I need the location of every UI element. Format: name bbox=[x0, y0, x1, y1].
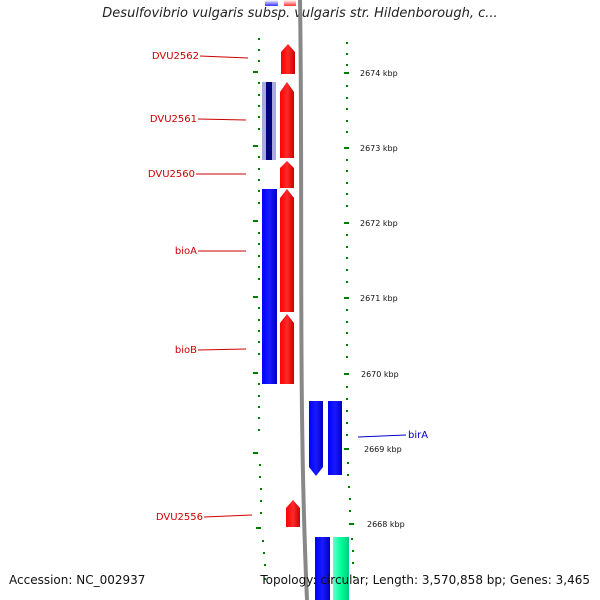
scale-label: 2672 kbp bbox=[360, 219, 398, 228]
genome-backbone bbox=[298, 0, 309, 600]
cds-feature[interactable] bbox=[262, 189, 277, 313]
gene-label-dvu2560[interactable]: DVU2560 bbox=[148, 169, 195, 180]
scale-label: 2668 kbp bbox=[367, 520, 405, 529]
cds-feature[interactable] bbox=[284, 0, 296, 6]
right-ruler-ticks bbox=[344, 42, 355, 578]
gene-bioB[interactable] bbox=[280, 314, 294, 384]
gene-dvu2560[interactable] bbox=[280, 161, 294, 188]
gene-dvu2562[interactable] bbox=[281, 44, 295, 74]
topology-summary: Topology: circular; Length: 3,570,858 bp… bbox=[260, 573, 590, 587]
cds-feature[interactable] bbox=[333, 537, 349, 600]
cds-feature[interactable] bbox=[266, 82, 272, 160]
gene-bioA[interactable] bbox=[280, 189, 294, 312]
gene-label-birA[interactable]: birA bbox=[408, 430, 428, 441]
scale-label: 2670 kbp bbox=[361, 370, 399, 379]
gene-dvu2556[interactable] bbox=[286, 500, 300, 527]
cds-feature[interactable] bbox=[262, 313, 277, 384]
gene-dvu2561[interactable] bbox=[280, 82, 294, 158]
accession-text: Accession: NC_002937 bbox=[9, 573, 146, 587]
gene-label-dvu2556[interactable]: DVU2556 bbox=[156, 512, 203, 523]
scale-label: 2669 kbp bbox=[364, 445, 402, 454]
cds-feature[interactable] bbox=[265, 0, 278, 6]
gene-label-dvu2561[interactable]: DVU2561 bbox=[150, 114, 197, 125]
cds-feature[interactable] bbox=[315, 537, 330, 600]
scale-label: 2673 kbp bbox=[360, 144, 398, 153]
gene-label-dvu2562[interactable]: DVU2562 bbox=[152, 51, 199, 62]
gene-label-bioA[interactable]: bioA bbox=[175, 246, 197, 257]
scale-label: 2674 kbp bbox=[360, 69, 398, 78]
gene-label-bioB[interactable]: bioB bbox=[175, 345, 197, 356]
cds-feature[interactable] bbox=[328, 401, 342, 475]
scale-label: 2671 kbp bbox=[360, 294, 398, 303]
left-ruler-ticks bbox=[253, 38, 266, 580]
label-leader-lines bbox=[196, 55, 407, 518]
gene-birA[interactable] bbox=[309, 401, 323, 476]
